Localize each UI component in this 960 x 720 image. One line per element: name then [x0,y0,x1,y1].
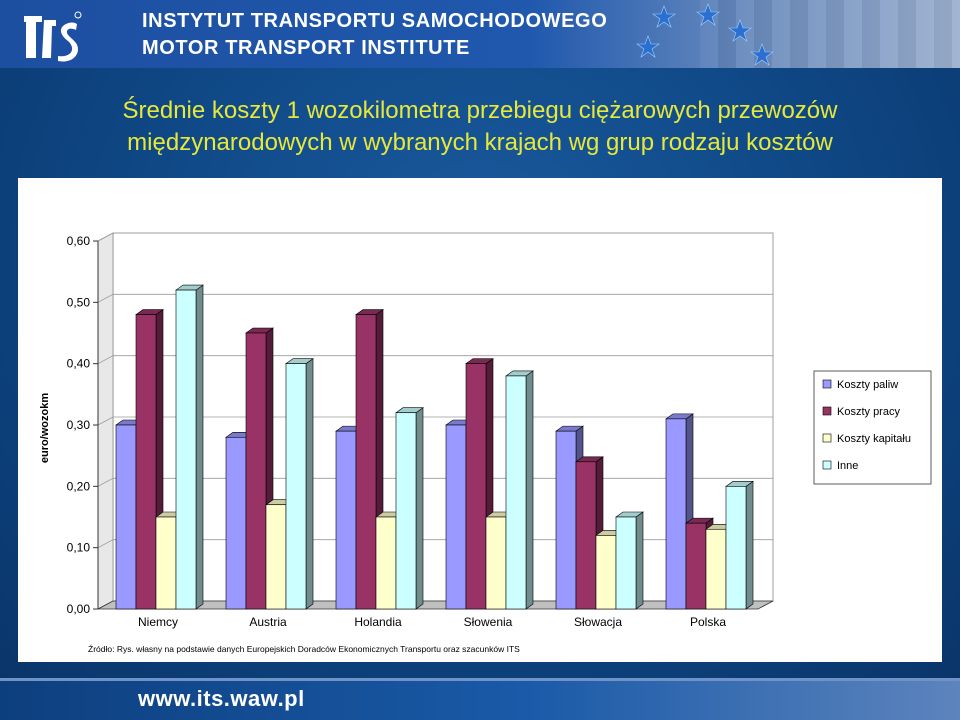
y-tick-label: 0,60 [67,234,91,248]
bar [485,516,507,610]
bar-chart: 0,00 0,10 0,20 0,30 0,40 0,50 0,60 euro/wozokm N… [39,232,932,654]
bar-side [305,358,314,610]
chart-panel: 0,00 0,10 0,20 0,30 0,40 0,50 0,60 euro/wozokm N… [18,178,942,662]
bar [135,314,157,610]
y-axis-title: euro/wozokm [39,393,51,464]
bar-side [525,370,534,610]
bar [155,516,177,610]
footer-banner: www.its.waw.pl [0,678,960,720]
gridline [97,539,773,549]
bar [665,418,687,610]
legend-swatch [822,433,832,443]
y-tick-label: 0,50 [67,295,91,309]
footer-divider [0,678,960,681]
gridline [97,232,773,242]
bar [395,412,417,610]
website-url: www.its.waw.pl [138,686,305,711]
header-banner: INSTYTUT TRANSPORTU SAMOCHODOWEGO MOTOR … [0,0,960,68]
bar [615,516,637,610]
gridline [97,416,773,426]
bar [285,363,307,610]
bar [265,504,287,610]
y-tick-label: 0,40 [67,357,91,371]
bar [465,363,487,610]
bar [725,486,747,610]
bar-side [415,407,424,610]
bar [595,535,617,610]
y-tick-label: 0,20 [67,479,91,493]
x-tick-label: Polska [690,615,726,629]
bar [175,289,197,610]
bar [335,430,357,610]
legend-box [813,370,932,485]
legend-swatch [822,406,832,416]
source-note: Źródło: Rys. własny na podstawie danych … [88,644,520,654]
legend-label: Koszty kapitału [837,433,911,445]
y-tick-label: 0,10 [67,541,91,555]
bar [705,528,727,610]
slide-title: Średnie koszty 1 wozokilometra przebiegu… [0,95,960,159]
y-tick-label: 0,30 [67,418,91,432]
bar [575,461,597,610]
slide-title-line-1: Średnie koszty 1 wozokilometra przebiegu… [122,97,838,124]
gridline [97,355,773,365]
legend-label: Inne [837,460,858,472]
slide-title-line-2: międzynarodowych w wybranych krajach wg … [127,129,833,156]
x-tick-label: Słowenia [464,615,513,629]
legend-label: Koszty paliw [837,379,898,391]
bar-side [635,511,644,610]
bar [505,375,527,610]
bar [245,332,267,610]
legend-swatch [822,460,832,470]
gridline [97,293,773,303]
bar [115,424,137,610]
bar [225,436,247,610]
institute-name-english: MOTOR TRANSPORT INSTITUTE [142,37,470,59]
bar [445,424,467,610]
bar [685,522,707,610]
legend-label: Koszty pracy [837,406,900,418]
x-tick-label: Niemcy [138,615,178,629]
x-tick-label: Austria [249,615,287,629]
institute-name-polish: INSTYTUT TRANSPORTU SAMOCHODOWEGO [142,10,608,32]
bar [355,314,377,610]
x-tick-label: Słowacja [574,615,622,629]
bar [375,516,397,610]
x-tick-label: Holandia [354,615,402,629]
bar-side [745,480,754,610]
bar [555,430,577,610]
y-tick-label: 0,00 [67,602,91,616]
legend-swatch [822,379,832,389]
its-logo [24,11,82,62]
eu-stars-decoration [636,3,774,66]
bar-side [195,284,204,610]
gridline [97,477,773,487]
